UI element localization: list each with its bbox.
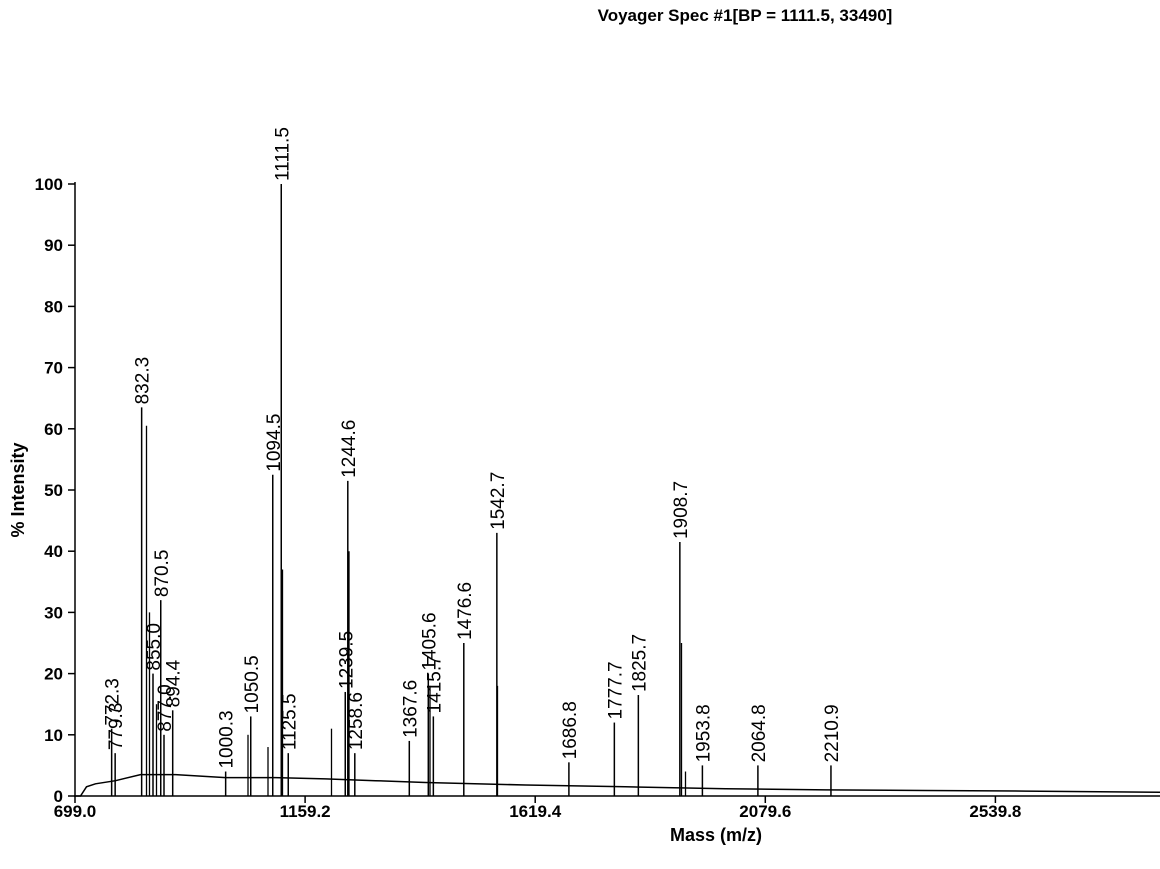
peak-label: 2210.9 <box>822 704 843 762</box>
y-tick-label: 60 <box>44 420 63 439</box>
x-tick-label: 1619.4 <box>509 802 562 821</box>
peak-label: 779.3 <box>106 703 127 751</box>
x-axis-label: Mass (m/z) <box>670 825 762 845</box>
y-tick-label: 100 <box>35 175 63 194</box>
peak-label: 1244.6 <box>339 420 360 478</box>
peak-label: 1777.7 <box>605 661 626 719</box>
peak-label: 1542.7 <box>488 472 509 530</box>
x-tick-label: 1159.2 <box>280 802 331 821</box>
y-tick-label: 10 <box>44 726 63 745</box>
peak-label: 1258.6 <box>346 692 367 750</box>
peak-label: 1000.3 <box>217 710 238 768</box>
peak-label: 832.3 <box>133 357 154 405</box>
y-tick-label: 50 <box>44 481 63 500</box>
peak-label: 1094.5 <box>264 414 285 472</box>
peak-label: 1953.8 <box>693 704 714 762</box>
y-axis-label: % Intensity <box>8 442 28 537</box>
peak-label: 1050.5 <box>242 655 263 713</box>
y-tick-label: 30 <box>44 603 63 622</box>
peak-label: 894.4 <box>164 659 185 707</box>
y-tick-label: 0 <box>54 787 63 806</box>
peak-label: 1367.6 <box>400 680 421 738</box>
peak-label: 877.0 <box>155 684 176 732</box>
peak-label: 1908.7 <box>671 481 692 539</box>
x-tick-label: 2539.8 <box>969 802 1021 821</box>
peak-label: 1239.5 <box>336 631 357 689</box>
baseline-trace <box>75 773 1160 797</box>
peak-label: 1125.5 <box>279 693 300 750</box>
peak-label: 1111.5 <box>272 127 293 181</box>
peak-label: 1686.8 <box>560 701 581 759</box>
y-tick-label: 80 <box>44 297 63 316</box>
peak-label: 855.0 <box>144 623 165 671</box>
y-tick-label: 40 <box>44 542 63 561</box>
peak-label: 772.3 <box>103 678 124 726</box>
chart-title: Voyager Spec #1[BP = 1111.5, 33490] <box>598 6 893 25</box>
x-tick-label: 2079.6 <box>739 802 791 821</box>
peak-label: 2064.8 <box>749 704 770 762</box>
peak-label: 1476.6 <box>455 582 476 640</box>
peak-label: 1415.7 <box>424 655 445 713</box>
y-tick-label: 20 <box>44 665 63 684</box>
y-tick-label: 70 <box>44 359 63 378</box>
peak-label: 870.5 <box>152 550 173 598</box>
y-tick-label: 90 <box>44 236 63 255</box>
x-tick-label: 699.0 <box>54 802 97 821</box>
peak-label: 1405.6 <box>419 612 440 670</box>
peak-label: 1825.7 <box>629 634 650 692</box>
